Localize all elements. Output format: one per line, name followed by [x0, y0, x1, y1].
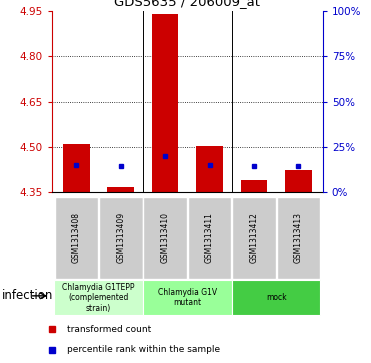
Text: mock: mock: [266, 293, 286, 302]
Bar: [232, 280, 320, 315]
Bar: [143, 280, 232, 315]
Text: GSM1313409: GSM1313409: [116, 212, 125, 263]
Text: GSM1313411: GSM1313411: [205, 212, 214, 263]
Bar: [63, 144, 90, 192]
Bar: [55, 280, 143, 315]
Bar: [188, 197, 231, 279]
Bar: [277, 197, 320, 279]
Bar: [152, 13, 178, 192]
Bar: [241, 180, 267, 192]
Text: GSM1313413: GSM1313413: [294, 212, 303, 263]
Bar: [285, 170, 312, 192]
Bar: [196, 146, 223, 192]
Text: GSM1313408: GSM1313408: [72, 212, 81, 263]
Text: GSM1313412: GSM1313412: [249, 212, 259, 263]
Text: transformed count: transformed count: [67, 325, 151, 334]
Text: Chlamydia G1V
mutant: Chlamydia G1V mutant: [158, 288, 217, 307]
Bar: [55, 197, 98, 279]
Bar: [108, 187, 134, 192]
Bar: [232, 197, 276, 279]
Text: infection: infection: [2, 289, 53, 302]
Text: percentile rank within the sample: percentile rank within the sample: [67, 345, 220, 354]
Bar: [144, 197, 187, 279]
Text: Chlamydia G1TEPP
(complemented
strain): Chlamydia G1TEPP (complemented strain): [62, 283, 135, 313]
Text: GSM1313410: GSM1313410: [161, 212, 170, 263]
Title: GDS5635 / 206009_at: GDS5635 / 206009_at: [114, 0, 260, 8]
Bar: [99, 197, 142, 279]
